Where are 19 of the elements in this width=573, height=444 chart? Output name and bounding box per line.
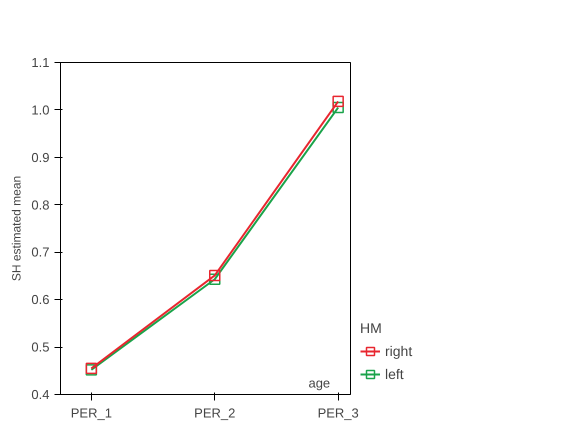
x-tick-label: PER_1	[70, 406, 112, 420]
x-axis-title: age	[308, 376, 330, 390]
y-tick-label: 0.4	[31, 387, 50, 402]
y-tick-label: 1.1	[31, 55, 50, 70]
y-tick-label: 1.0	[31, 102, 50, 118]
legend-title: HM	[360, 320, 383, 336]
legend-label: left	[385, 366, 405, 382]
y-axis-title: SH estimated mean	[9, 176, 24, 282]
y-tick-label: 0.9	[31, 150, 50, 165]
y-tick-label: 0.5	[31, 340, 50, 355]
point	[209, 270, 221, 282]
point	[332, 96, 344, 108]
point	[332, 102, 344, 114]
legend-label: right	[385, 343, 412, 359]
x-tick-label: PER_3	[318, 406, 359, 420]
y-tick-label: 0.7	[31, 244, 50, 260]
y-tick-label: 0.8	[31, 197, 50, 212]
y-tick-label: 0.6	[31, 292, 50, 308]
x-tick-label: PER_2	[194, 406, 236, 420]
